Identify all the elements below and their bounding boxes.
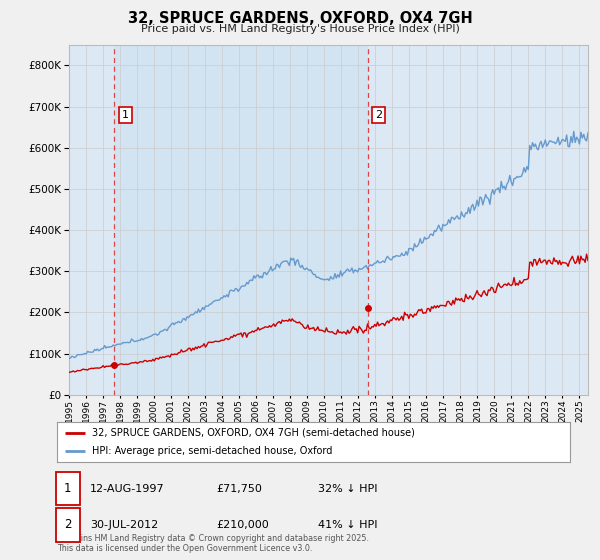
- Text: 32, SPRUCE GARDENS, OXFORD, OX4 7GH: 32, SPRUCE GARDENS, OXFORD, OX4 7GH: [128, 11, 472, 26]
- Text: 12-AUG-1997: 12-AUG-1997: [90, 484, 164, 493]
- Text: 32, SPRUCE GARDENS, OXFORD, OX4 7GH (semi-detached house): 32, SPRUCE GARDENS, OXFORD, OX4 7GH (sem…: [92, 428, 415, 437]
- Text: HPI: Average price, semi-detached house, Oxford: HPI: Average price, semi-detached house,…: [92, 446, 332, 456]
- Bar: [113, 45, 368, 395]
- Text: 1: 1: [64, 482, 71, 495]
- Text: 2: 2: [375, 110, 382, 120]
- Text: 41% ↓ HPI: 41% ↓ HPI: [318, 520, 377, 530]
- Text: 32% ↓ HPI: 32% ↓ HPI: [318, 484, 377, 493]
- Text: Contains HM Land Registry data © Crown copyright and database right 2025.
This d: Contains HM Land Registry data © Crown c…: [57, 534, 369, 553]
- Text: £210,000: £210,000: [216, 520, 269, 530]
- Text: 1: 1: [122, 110, 129, 120]
- Text: 2: 2: [64, 519, 71, 531]
- Text: Price paid vs. HM Land Registry's House Price Index (HPI): Price paid vs. HM Land Registry's House …: [140, 24, 460, 34]
- Text: £71,750: £71,750: [216, 484, 262, 493]
- Text: 30-JUL-2012: 30-JUL-2012: [90, 520, 158, 530]
